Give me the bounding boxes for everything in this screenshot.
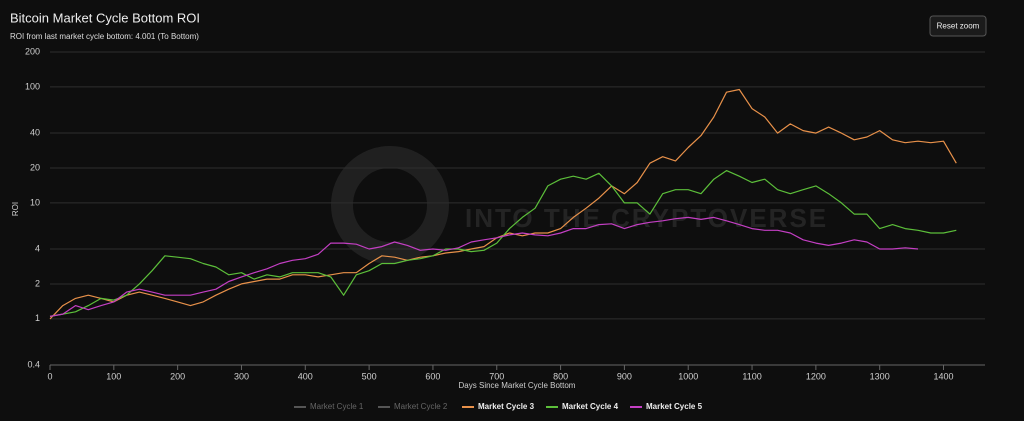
x-tick-label: 1100 — [742, 371, 761, 381]
x-tick-label: 1200 — [806, 371, 826, 381]
reset-zoom-label[interactable]: Reset zoom — [937, 22, 980, 31]
y-tick-label: 4 — [35, 243, 40, 253]
series-line — [49, 216, 919, 317]
x-tick-label: 900 — [617, 371, 632, 381]
x-tick-label: 800 — [553, 371, 568, 381]
legend-label[interactable]: Market Cycle 4 — [562, 402, 619, 411]
legend-label[interactable]: Market Cycle 3 — [478, 402, 535, 411]
x-tick-label: 700 — [489, 371, 504, 381]
x-tick-label: 1000 — [678, 371, 698, 381]
y-tick-label: 20 — [30, 162, 40, 172]
chart-title: Bitcoin Market Cycle Bottom ROI — [10, 10, 200, 25]
x-tick-label: 400 — [298, 371, 313, 381]
x-tick-label: 0 — [47, 371, 52, 381]
watermark: INTO THE CRYPTOVERSE — [465, 203, 828, 233]
legend-label[interactable]: Market Cycle 2 — [394, 402, 448, 411]
y-tick-label: 2 — [35, 278, 40, 288]
y-tick-label: 10 — [30, 197, 40, 207]
x-tick-label: 1300 — [870, 371, 890, 381]
legend-label[interactable]: Market Cycle 1 — [310, 402, 364, 411]
y-axis-title: ROI — [11, 202, 20, 216]
legend-label[interactable]: Market Cycle 5 — [646, 402, 703, 411]
x-tick-label: 300 — [234, 371, 249, 381]
watermark-logo — [331, 146, 449, 264]
x-tick-label: 200 — [170, 371, 185, 381]
chart-subtitle: ROI from last market cycle bottom: 4.001… — [10, 32, 199, 41]
y-tick-label: 1 — [35, 313, 40, 323]
x-tick-label: 100 — [106, 371, 121, 381]
x-tick-label: 1400 — [933, 371, 953, 381]
x-tick-label: 500 — [362, 371, 377, 381]
x-axis-title: Days Since Market Cycle Bottom — [459, 381, 576, 390]
reset-zoom-button[interactable] — [929, 15, 987, 37]
y-tick-label: 200 — [25, 46, 40, 56]
y-tick-label: 100 — [25, 81, 40, 91]
y-tick-label: 0.4 — [27, 359, 40, 369]
x-tick-label: 600 — [425, 371, 440, 381]
y-tick-label: 40 — [30, 127, 40, 137]
